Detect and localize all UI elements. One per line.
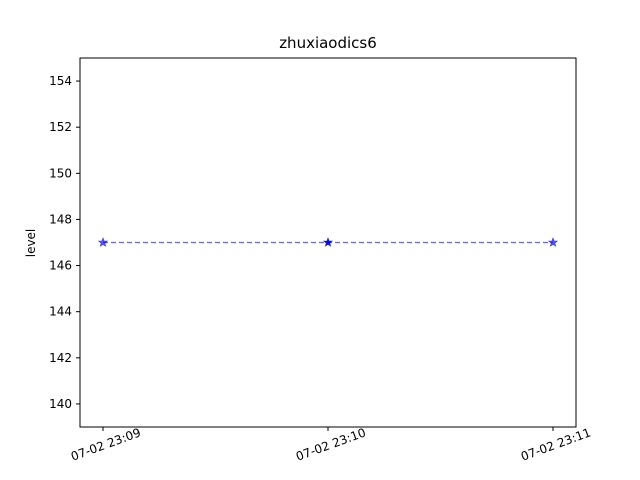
data-point (547, 237, 559, 247)
y-tick-label: 140 (49, 397, 72, 411)
y-tick-label: 154 (49, 74, 72, 88)
y-axis-label: level (24, 229, 38, 258)
axes-frame (79, 57, 577, 428)
data-point (322, 237, 334, 247)
y-tick-label: 142 (49, 351, 72, 365)
y-tick-label: 148 (49, 212, 72, 226)
y-tick-label: 146 (49, 259, 72, 273)
chart-title: zhuxiaodics6 (279, 34, 377, 52)
y-tick-label: 144 (49, 305, 72, 319)
data-point (97, 237, 109, 247)
y-tick-label: 150 (49, 166, 72, 180)
y-tick-label: 152 (49, 120, 72, 134)
